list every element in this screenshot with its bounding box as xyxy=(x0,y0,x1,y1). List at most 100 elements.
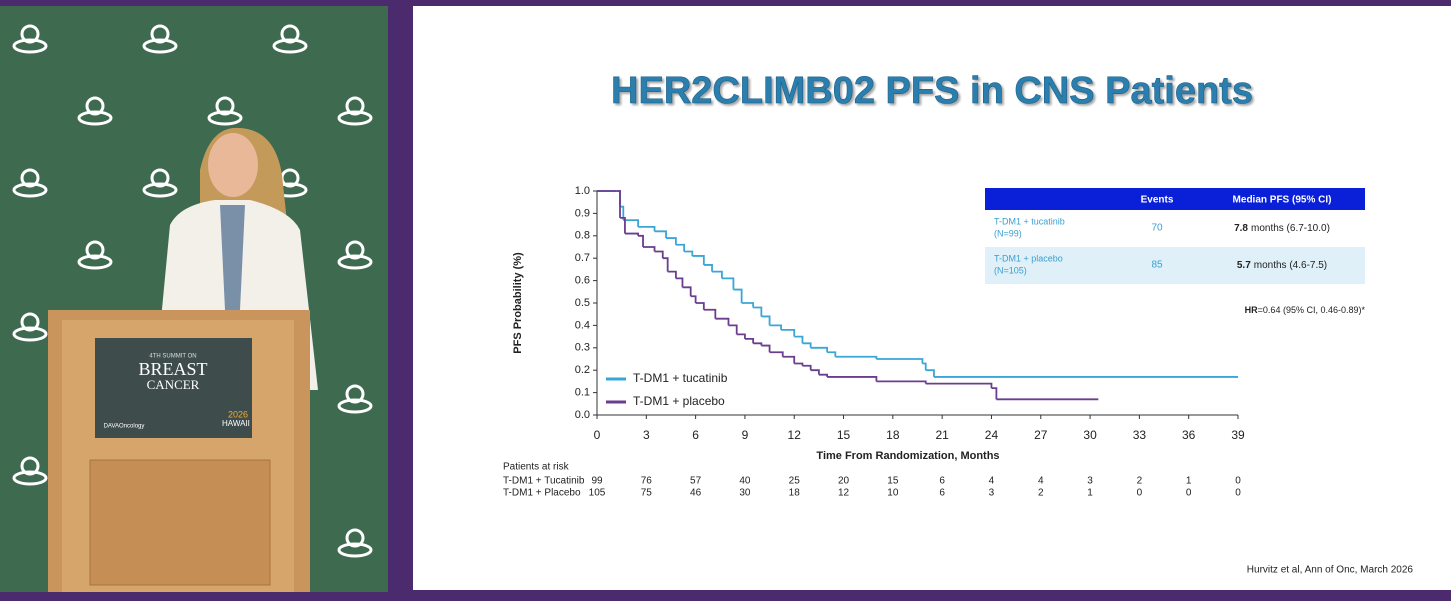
risk-value: 40 xyxy=(739,476,751,487)
logo xyxy=(12,470,48,486)
podium-text: CANCER xyxy=(147,377,200,392)
x-axis-title: Time From Randomization, Months xyxy=(816,450,999,462)
x-tick-label: 33 xyxy=(1133,428,1147,442)
risk-value: 105 xyxy=(589,488,606,499)
logo xyxy=(20,24,40,44)
logo xyxy=(345,96,365,116)
x-tick-label: 24 xyxy=(985,428,999,442)
x-tick-label: 12 xyxy=(788,428,802,442)
km-step xyxy=(925,382,993,389)
km-step xyxy=(692,255,705,265)
km-step xyxy=(835,355,878,359)
logo xyxy=(337,398,373,414)
risk-value: 4 xyxy=(1038,476,1044,487)
table-header xyxy=(985,188,1365,210)
risk-value: 2 xyxy=(1137,476,1143,487)
table-row-label: (N=105) xyxy=(994,265,1027,275)
risk-row-label: T-DM1 + Placebo xyxy=(503,488,581,499)
km-step xyxy=(781,328,796,337)
logo xyxy=(20,312,40,332)
km-step xyxy=(827,376,878,382)
x-tick-label: 6 xyxy=(692,428,699,442)
logo xyxy=(150,168,170,188)
risk-value: 0 xyxy=(1235,476,1241,487)
logo xyxy=(215,96,235,116)
table-row-label: T-DM1 + placebo xyxy=(994,253,1063,263)
km-step xyxy=(761,315,771,326)
logo xyxy=(272,38,308,54)
km-step xyxy=(769,351,784,357)
x-tick-label: 9 xyxy=(742,428,749,442)
km-step xyxy=(810,346,829,353)
summary-table: Events Median PFS (95% CI) xyxy=(985,188,1365,284)
logo xyxy=(12,182,48,198)
logo xyxy=(150,24,170,44)
logo xyxy=(85,96,105,116)
km-step xyxy=(620,216,626,234)
km-step xyxy=(623,219,639,227)
y-tick-label: 0.9 xyxy=(575,207,590,219)
median-value: 7.8 xyxy=(1234,223,1248,234)
risk-value: 3 xyxy=(1087,476,1093,487)
table-events: 70 xyxy=(1151,223,1163,234)
risk-value: 6 xyxy=(939,488,945,499)
median-value: 5.7 xyxy=(1237,260,1251,271)
km-step xyxy=(616,190,621,218)
km-step xyxy=(638,225,656,232)
x-tick-label: 18 xyxy=(886,428,900,442)
logo xyxy=(77,254,113,270)
logo xyxy=(77,110,113,126)
logo xyxy=(280,24,300,44)
km-step xyxy=(802,364,812,371)
km-step xyxy=(715,317,730,326)
km-step xyxy=(753,306,763,317)
km-step xyxy=(733,288,743,303)
km-step xyxy=(675,277,684,288)
logo xyxy=(345,528,365,548)
risk-value: 18 xyxy=(789,488,801,499)
logo xyxy=(20,456,40,476)
km-step xyxy=(712,270,723,279)
x-tick-label: 3 xyxy=(643,428,650,442)
km-step xyxy=(654,250,664,259)
km-step xyxy=(620,205,625,221)
logo xyxy=(20,168,40,188)
table-events: 85 xyxy=(1151,260,1163,271)
km-step xyxy=(876,358,924,364)
slide-title: HER2CLIMB02 PFS in CNS Patients xyxy=(611,70,1253,112)
km-step xyxy=(682,286,692,297)
table-header-text: Events xyxy=(1141,195,1174,206)
y-tick-label: 0.1 xyxy=(575,387,590,399)
risk-value: 1 xyxy=(1087,488,1093,499)
logo xyxy=(337,542,373,558)
median-ci: months (4.6-7.5) xyxy=(1254,260,1327,271)
km-step xyxy=(667,270,677,279)
podium-text: HAWAII xyxy=(222,419,250,428)
km-step xyxy=(827,351,837,357)
x-tick-label: 30 xyxy=(1083,428,1097,442)
y-tick-label: 1.0 xyxy=(575,185,590,197)
km-step xyxy=(690,295,697,303)
km-step xyxy=(744,337,755,344)
logo xyxy=(337,254,373,270)
legend-label: T-DM1 + placebo xyxy=(633,394,725,408)
risk-value: 0 xyxy=(1186,488,1192,499)
km-step xyxy=(703,308,717,319)
risk-value: 2 xyxy=(1038,488,1044,499)
km-step xyxy=(638,234,644,247)
citation: Hurvitz et al, Ann of Onc, March 2026 xyxy=(1247,565,1414,576)
median-ci: months (6.7-10.0) xyxy=(1251,223,1330,234)
risk-value: 1 xyxy=(1186,476,1192,487)
km-step xyxy=(643,246,656,252)
logo xyxy=(12,326,48,342)
table-row-label: (N=99) xyxy=(994,228,1022,238)
hr-text: =0.64 (95% CI, 0.46-0.89)* xyxy=(1258,305,1366,315)
table-median: 5.7 months (4.6-7.5) xyxy=(1237,260,1327,271)
slide xyxy=(413,6,1451,590)
y-tick-label: 0.3 xyxy=(575,342,590,354)
podium: 4TH SUMMIT ON BREAST CANCER DAVAOncology… xyxy=(48,310,310,592)
logo xyxy=(142,38,178,54)
x-tick-label: 0 xyxy=(594,428,601,442)
km-step xyxy=(802,342,812,348)
